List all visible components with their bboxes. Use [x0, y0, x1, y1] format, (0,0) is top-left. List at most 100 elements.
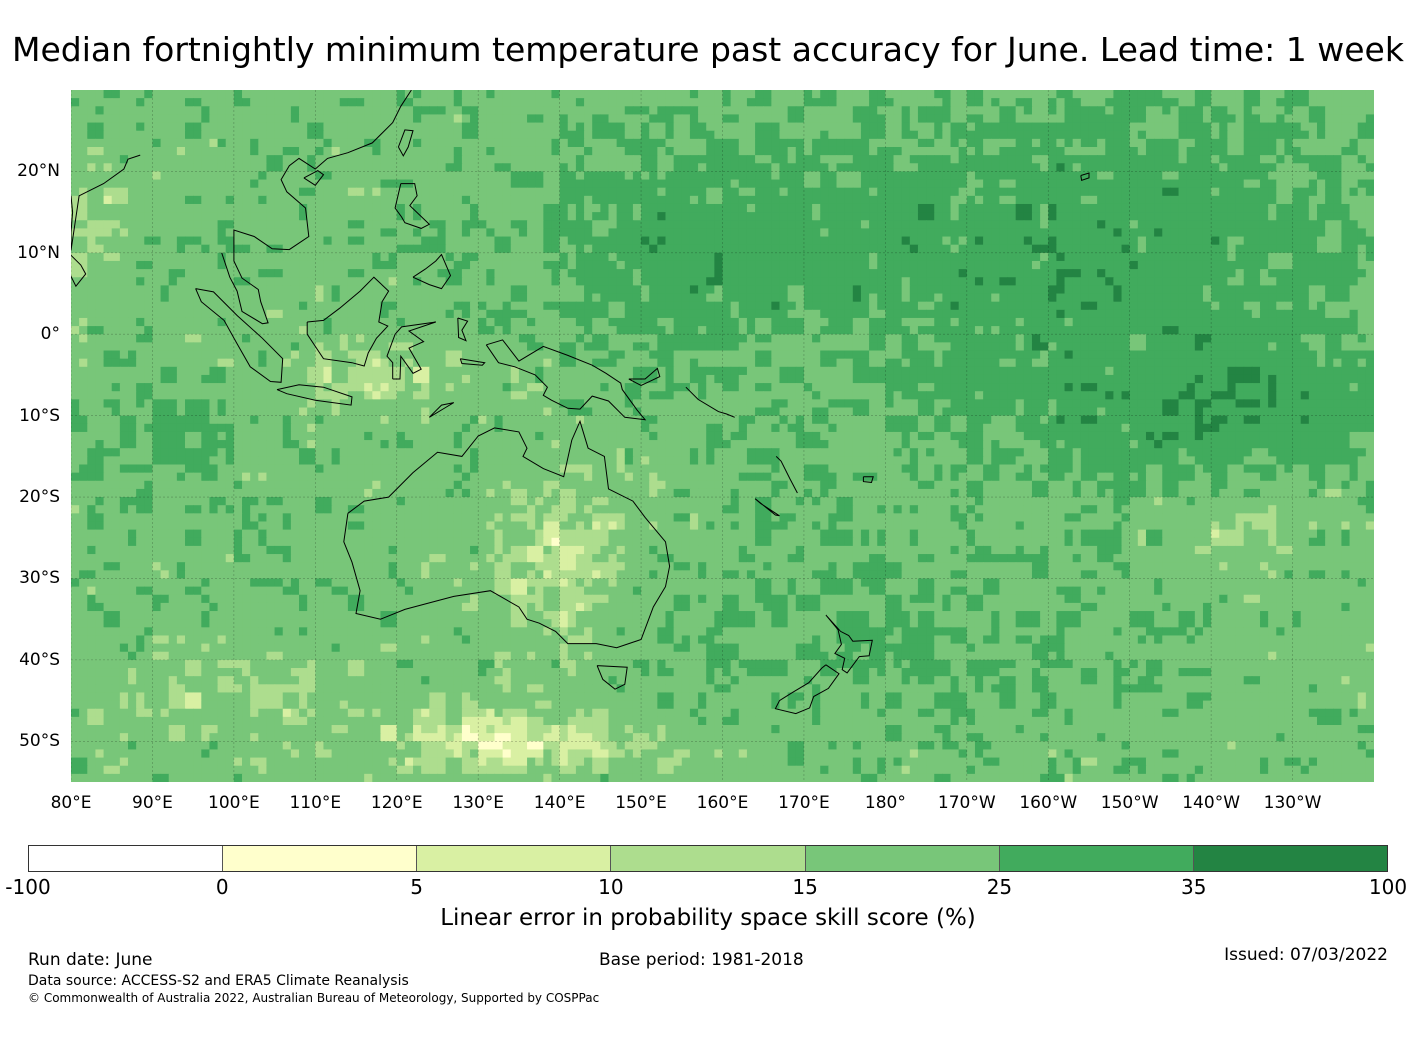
- grid-cell: [551, 317, 561, 327]
- grid-cell: [787, 106, 797, 116]
- grid-cell: [991, 122, 1000, 132]
- grid-cell: [347, 155, 357, 164]
- grid-cell: [1137, 195, 1147, 205]
- grid-cell: [266, 114, 276, 124]
- grid-cell: [486, 309, 496, 319]
- grid-cell: [1333, 317, 1343, 327]
- grid-cell: [71, 106, 80, 116]
- grid-cell: [1064, 130, 1074, 140]
- grid-cell: [339, 293, 349, 303]
- grid-cell: [413, 285, 422, 295]
- grid-cell: [527, 220, 536, 229]
- grid-cell: [510, 309, 520, 319]
- grid-cell: [1284, 334, 1294, 343]
- grid-cell: [649, 244, 658, 254]
- grid-cell: [372, 114, 382, 124]
- grid-cell: [1333, 293, 1343, 303]
- grid-cell: [421, 106, 430, 116]
- grid-cell: [698, 106, 707, 116]
- grid-cell: [128, 106, 137, 116]
- grid-cell: [193, 269, 202, 278]
- grid-cell: [698, 195, 707, 205]
- grid-cell: [282, 277, 292, 286]
- grid-cell: [616, 187, 626, 197]
- grid-cell: [470, 138, 479, 148]
- grid-cell: [242, 244, 251, 254]
- grid-cell: [1308, 301, 1318, 311]
- grid-cell: [730, 179, 740, 189]
- grid-cell: [119, 236, 129, 246]
- grid-cell: [217, 342, 227, 352]
- grid-cell: [95, 228, 105, 238]
- grid-cell: [958, 285, 968, 295]
- grid-cell: [746, 171, 756, 181]
- grid-cell: [1129, 98, 1139, 107]
- grid-cell: [144, 179, 154, 189]
- grid-cell: [1145, 220, 1155, 229]
- grid-cell: [217, 163, 227, 173]
- grid-cell: [641, 187, 650, 197]
- grid-cell: [681, 252, 691, 262]
- grid-cell: [966, 203, 976, 213]
- grid-cell: [698, 293, 707, 303]
- grid-cell: [486, 90, 496, 99]
- grid-cell: [445, 146, 455, 156]
- grid-cell: [1259, 138, 1269, 148]
- grid-cell: [1251, 138, 1261, 148]
- grid-cell: [999, 212, 1009, 221]
- grid-cell: [372, 277, 382, 286]
- grid-cell: [356, 301, 365, 311]
- grid-cell: [950, 171, 960, 181]
- grid-cell: [787, 203, 797, 213]
- grid-cell: [1088, 309, 1098, 319]
- grid-cell: [250, 228, 259, 238]
- grid-cell: [1341, 171, 1351, 181]
- grid-cell: [535, 203, 544, 213]
- grid-cell: [999, 309, 1009, 319]
- grid-cell: [1023, 236, 1033, 246]
- grid-cell: [1178, 301, 1188, 311]
- grid-cell: [893, 163, 903, 173]
- grid-cell: [860, 122, 870, 132]
- grid-cell: [755, 228, 764, 238]
- grid-cell: [168, 114, 178, 124]
- grid-cell: [681, 98, 691, 107]
- grid-cell: [282, 236, 292, 246]
- grid-cell: [820, 130, 829, 140]
- grid-cell: [217, 252, 227, 262]
- grid-cell: [738, 203, 748, 213]
- grid-cell: [266, 309, 276, 319]
- grid-cell: [1097, 244, 1106, 254]
- grid-cell: [787, 285, 797, 295]
- grid-cell: [478, 212, 487, 221]
- grid-cell: [665, 106, 675, 116]
- grid-cell: [1194, 252, 1204, 262]
- grid-cell: [331, 269, 341, 278]
- grid-cell: [681, 317, 691, 327]
- grid-cell: [1194, 317, 1204, 327]
- grid-cell: [877, 114, 886, 124]
- grid-cell: [755, 212, 764, 221]
- grid-cell: [1276, 326, 1286, 335]
- grid-cell: [1088, 269, 1098, 278]
- grid-cell: [689, 195, 699, 205]
- grid-cell: [535, 195, 544, 205]
- grid-cell: [1137, 326, 1147, 335]
- grid-cell: [1284, 301, 1294, 311]
- grid-cell: [1251, 98, 1261, 107]
- grid-cell: [567, 90, 577, 99]
- grid-cell: [1137, 138, 1147, 148]
- grid-cell: [71, 326, 80, 335]
- grid-cell: [1072, 244, 1082, 254]
- grid-cell: [812, 146, 821, 156]
- grid-cell: [250, 260, 259, 270]
- grid-cell: [575, 179, 585, 189]
- grid-cell: [746, 252, 756, 262]
- grid-cell: [1154, 98, 1163, 107]
- grid-cell: [225, 269, 235, 278]
- grid-cell: [698, 179, 707, 189]
- grid-cell: [632, 252, 642, 262]
- grid-cell: [820, 252, 829, 262]
- grid-cell: [111, 260, 121, 270]
- grid-cell: [698, 244, 707, 254]
